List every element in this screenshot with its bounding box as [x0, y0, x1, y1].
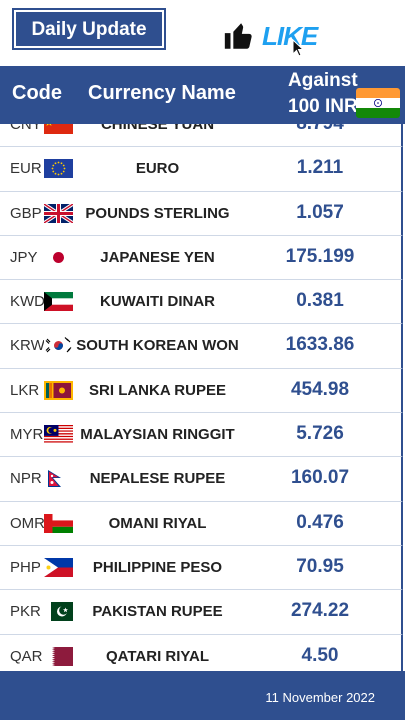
currency-code: PKR [10, 603, 41, 621]
currency-code: LKR [10, 381, 40, 399]
currency-code: KWD [10, 293, 45, 311]
currency-name: MALAYSIAN RINGGIT [80, 426, 235, 444]
date-label: 11 November 2022 [265, 690, 375, 705]
table-row[interactable]: JPY JAPANESE YEN 175.199 [0, 235, 403, 281]
np-flag-icon [44, 469, 73, 489]
currency-code: PHP [10, 558, 41, 576]
table-header: Code Currency Name Against 100 INR [0, 66, 405, 124]
uk-flag-icon [44, 203, 73, 223]
currency-name: CHINESE YUAN [100, 124, 215, 133]
eu-flag-icon [44, 159, 73, 179]
currency-name: PAKISTAN RUPEE [92, 603, 223, 621]
column-header-currency-name: Currency Name [88, 82, 236, 104]
cn-flag-icon [44, 124, 73, 134]
currency-name: NEPALESE RUPEE [89, 470, 226, 488]
top-bar: Daily Update LIKE [0, 0, 405, 66]
exchange-rate: 1.211 [296, 157, 344, 179]
table-row[interactable]: KRW SOUTH KOREAN WON 1633.86 [0, 324, 403, 369]
table-row[interactable]: EUR EURO 1.211 [0, 147, 403, 192]
currency-name: EURO [135, 160, 180, 178]
table-row[interactable]: KWD KUWAITI DINAR 0.381 [0, 280, 403, 325]
currency-code: QAR [10, 647, 43, 665]
jp-flag-icon [44, 247, 73, 267]
currency-name: KUWAITI DINAR [100, 293, 215, 311]
qa-flag-icon [44, 646, 73, 666]
table-row[interactable]: MYR MALAYSIAN RINGGIT 5.726 [0, 413, 403, 458]
exchange-rate: 5.726 [296, 423, 344, 445]
om-flag-icon [44, 513, 73, 533]
pk-flag-icon [44, 602, 73, 622]
currency-name: POUNDS STERLING [85, 204, 230, 222]
exchange-rate: 454.98 [290, 378, 350, 400]
exchange-rate: 1633.86 [285, 334, 355, 356]
currency-code: EUR [10, 160, 42, 178]
currency-code: CNY [10, 124, 42, 133]
currency-name: PHILIPPINE PESO [92, 558, 223, 576]
table-row[interactable]: PHP PHILIPPINE PESO 70.95 [0, 545, 403, 591]
column-header-against: Against 100 INR [288, 70, 358, 117]
footer-bar: 11 November 2022 [0, 671, 405, 720]
currency-name: SRI LANKA RUPEE [89, 381, 226, 399]
exchange-rate: 8.794 [255, 124, 385, 135]
table-row[interactable]: PKR PAKISTAN RUPEE 274.22 [0, 590, 403, 635]
exchange-rate: 4.50 [301, 644, 339, 666]
table-row[interactable]: QAR QATARI RIYAL 4.50 [0, 634, 403, 671]
ph-flag-icon [44, 557, 73, 577]
exchange-rate: 160.07 [290, 467, 350, 489]
exchange-rate: 1.057 [296, 201, 344, 223]
currency-name: OMANI RIYAL [108, 514, 207, 532]
exchange-rate: 0.476 [296, 511, 344, 533]
cursor-icon [292, 38, 305, 57]
exchange-rate: 70.95 [296, 555, 344, 577]
table-row[interactable]: NPR NEPALESE RUPEE 160.07 [0, 457, 403, 502]
daily-update-badge: Daily Update [12, 8, 166, 50]
table-row[interactable]: LKR SRI LANKA RUPEE 454.98 [0, 368, 403, 414]
like-button[interactable]: LIKE [222, 14, 318, 58]
like-label: LIKE [262, 21, 318, 57]
kw-flag-icon [44, 292, 73, 312]
exchange-rate: 175.199 [285, 245, 355, 267]
currency-table[interactable]: CNY CHINESE YUAN 8.794 EUR EURO 1.211 GBP POUND… [0, 124, 405, 671]
currency-name: QATARI RIYAL [105, 647, 210, 665]
table-row[interactable]: GBP POUNDS STERLING 1.057 [0, 191, 403, 236]
india-flag-icon [356, 88, 400, 118]
currency-code: NPR [10, 470, 42, 488]
currency-rows: CNY CHINESE YUAN 8.794 EUR EURO 1.211 GBP POUND… [0, 124, 403, 671]
currency-code: OMR [10, 514, 45, 532]
kr-flag-icon [44, 336, 73, 356]
lk-flag-icon [44, 380, 73, 400]
currency-name: JAPANESE YEN [100, 248, 215, 266]
table-row[interactable]: CNY CHINESE YUAN 8.794 [0, 124, 403, 148]
currency-code: GBP [10, 204, 42, 222]
thumbs-up-icon [224, 23, 252, 50]
currency-code: KRW [10, 337, 45, 355]
column-header-code: Code [12, 82, 62, 104]
currency-name: SOUTH KOREAN WON [76, 337, 239, 355]
currency-code: MYR [10, 426, 44, 444]
exchange-rate: 0.381 [296, 290, 344, 312]
my-flag-icon [44, 425, 73, 445]
table-row[interactable]: OMR OMANI RIYAL 0.476 [0, 501, 403, 546]
currency-code: JPY [10, 248, 38, 266]
exchange-rate: 274.22 [290, 600, 350, 622]
